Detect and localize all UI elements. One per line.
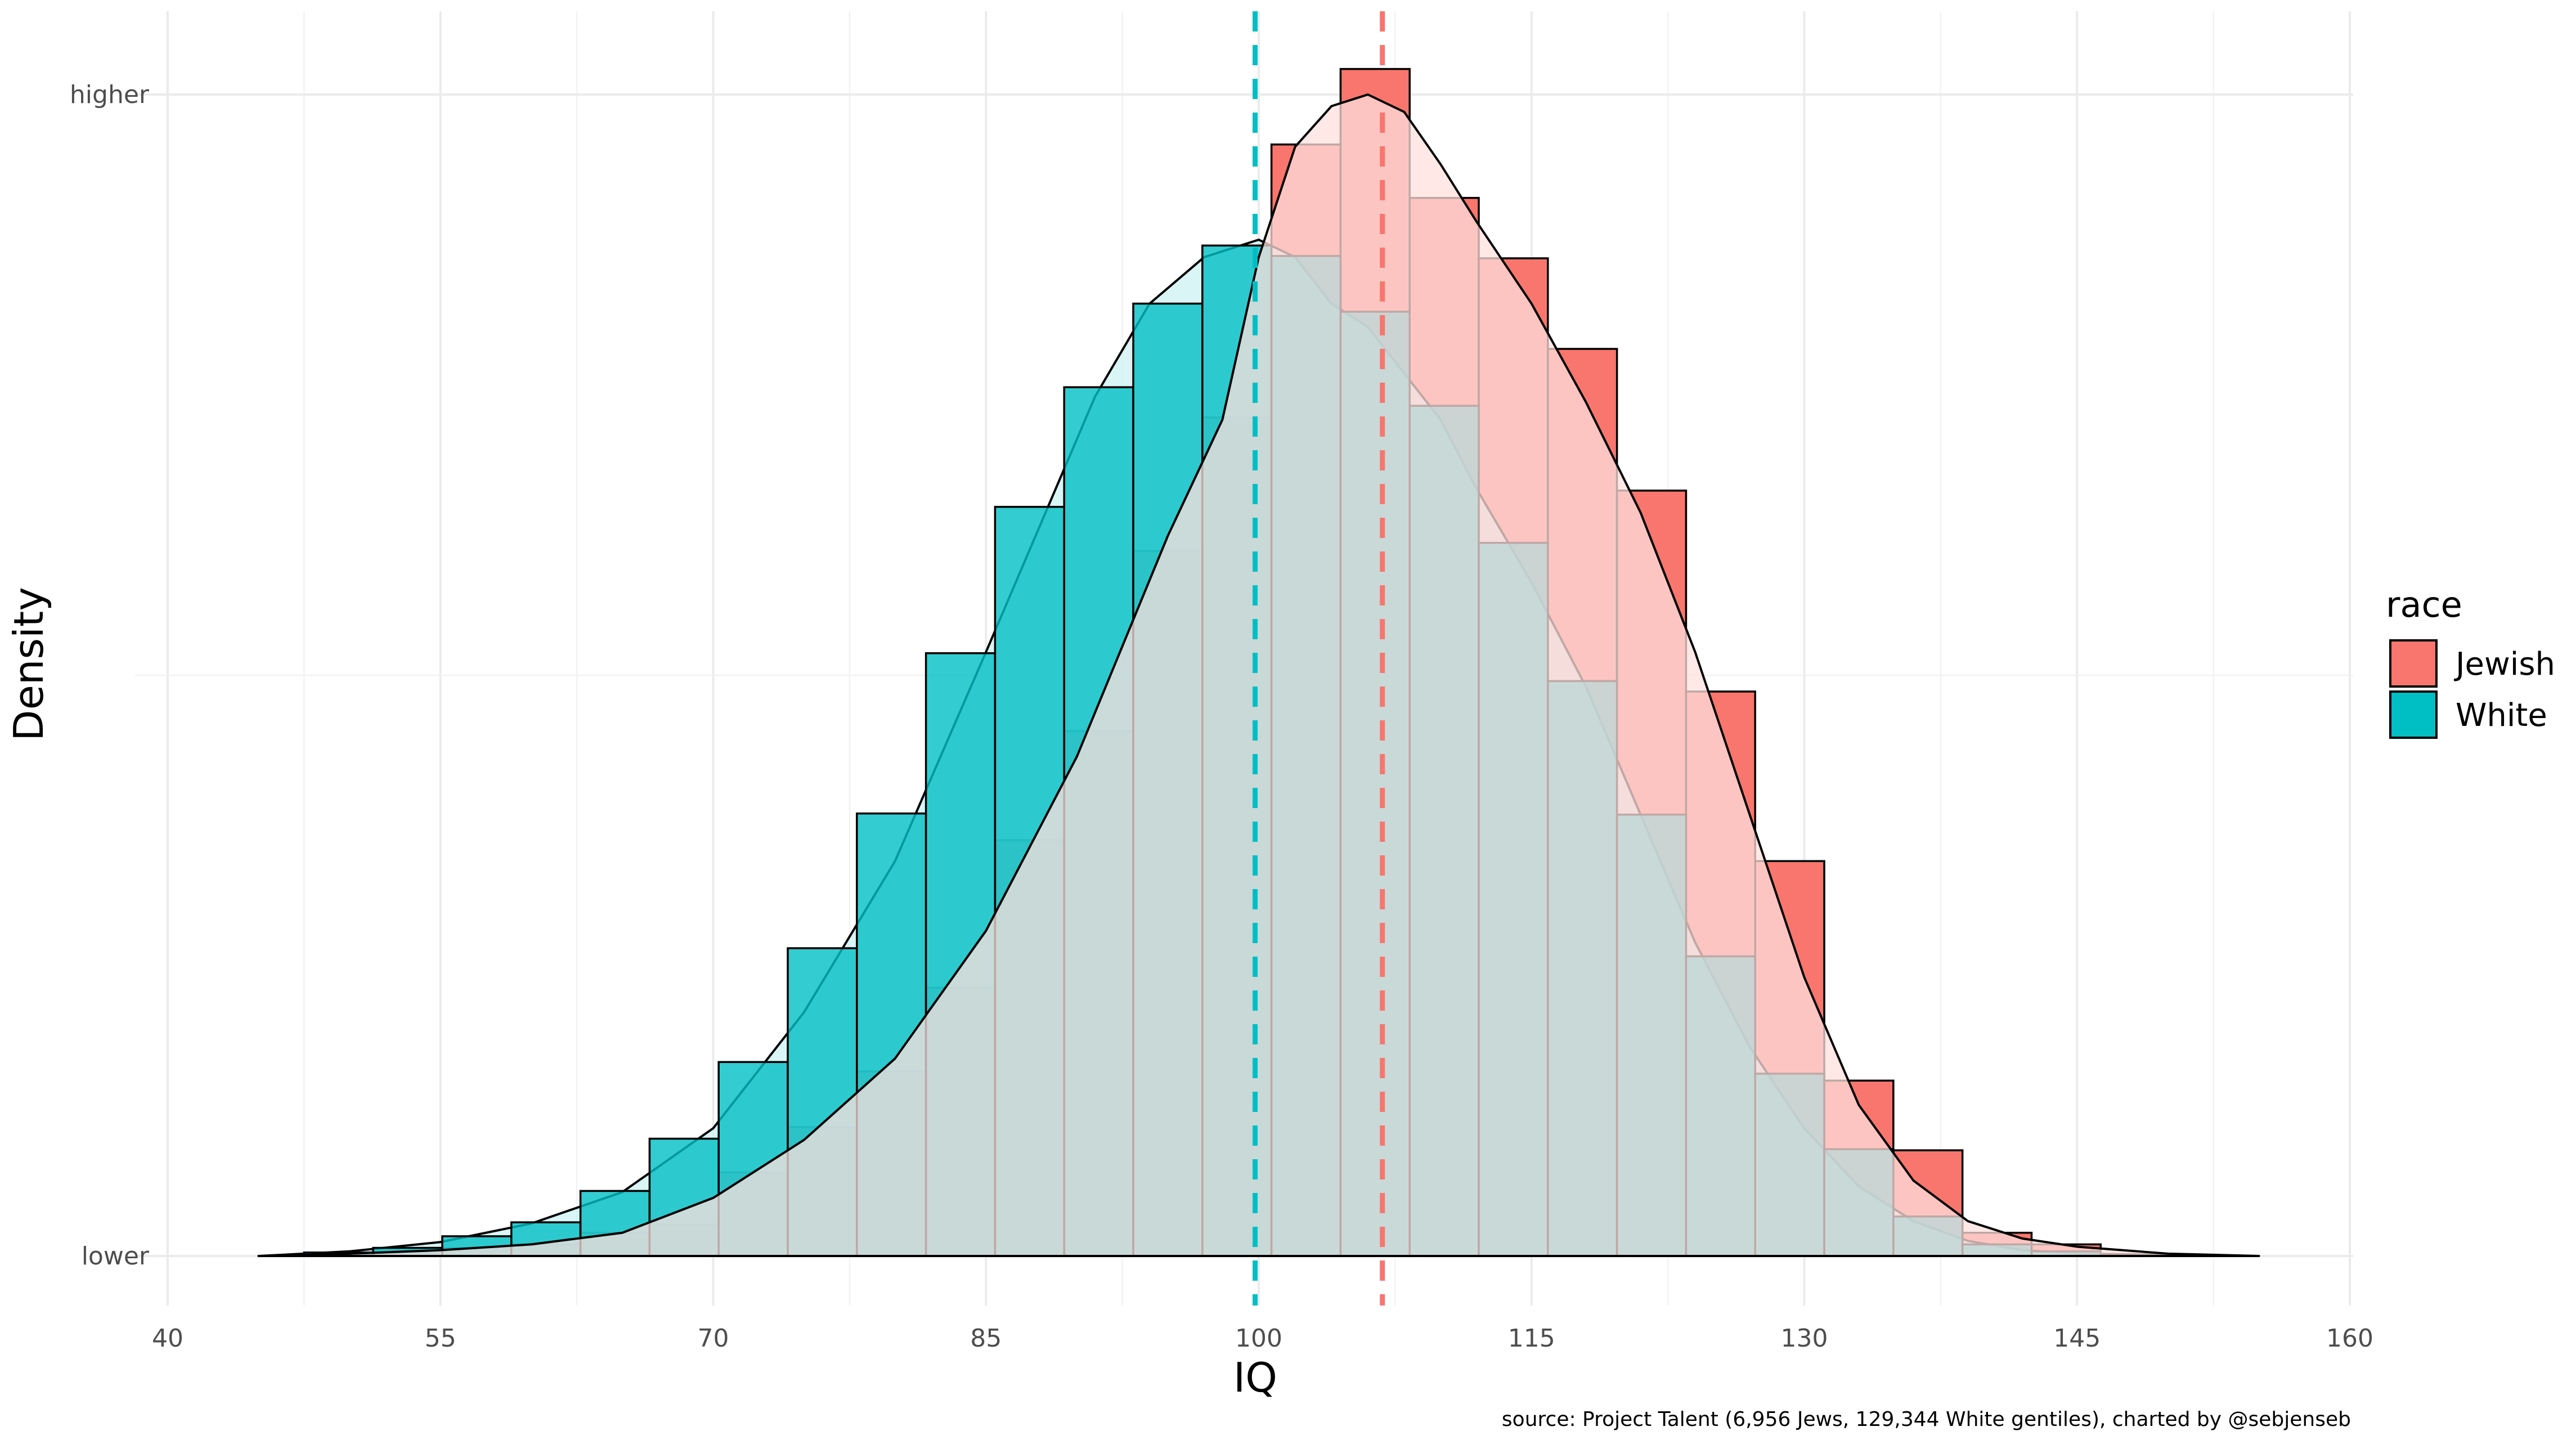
x-axis-title: IQ (1233, 1354, 1277, 1401)
x-tick-label: 70 (698, 1324, 729, 1353)
legend-swatch-white (2389, 690, 2438, 739)
x-tick-label: 55 (425, 1324, 456, 1353)
x-tick-label: 115 (1508, 1324, 1555, 1353)
y-axis-tick-labels: lower higher (70, 80, 150, 1271)
mean-lines (1253, 11, 1385, 1306)
y-tick-label: higher (70, 80, 150, 109)
legend-swatch-jewish (2389, 639, 2438, 688)
y-tick-label: lower (82, 1242, 150, 1271)
x-tick-label: 40 (152, 1324, 183, 1353)
chart-caption: source: Project Talent (6,956 Jews, 129,… (1502, 1408, 2351, 1431)
x-tick-label: 100 (1235, 1324, 1282, 1353)
x-tick-label: 145 (2053, 1324, 2101, 1353)
x-axis-tick-labels: 40 55 70 85 100 115 130 145 160 (152, 1324, 2373, 1353)
jewish-density-curve (257, 93, 2260, 1257)
legend: race Jewish White (2386, 584, 2555, 739)
x-tick-label: 130 (1781, 1324, 1828, 1353)
legend-label-white: White (2456, 697, 2547, 734)
legend-title: race (2386, 584, 2462, 625)
legend-label-jewish: Jewish (2454, 646, 2555, 683)
x-tick-label: 85 (970, 1324, 1002, 1353)
y-axis-title: Density (5, 587, 52, 741)
x-tick-label: 160 (2326, 1324, 2373, 1353)
jewish-density-path (257, 93, 2260, 1257)
